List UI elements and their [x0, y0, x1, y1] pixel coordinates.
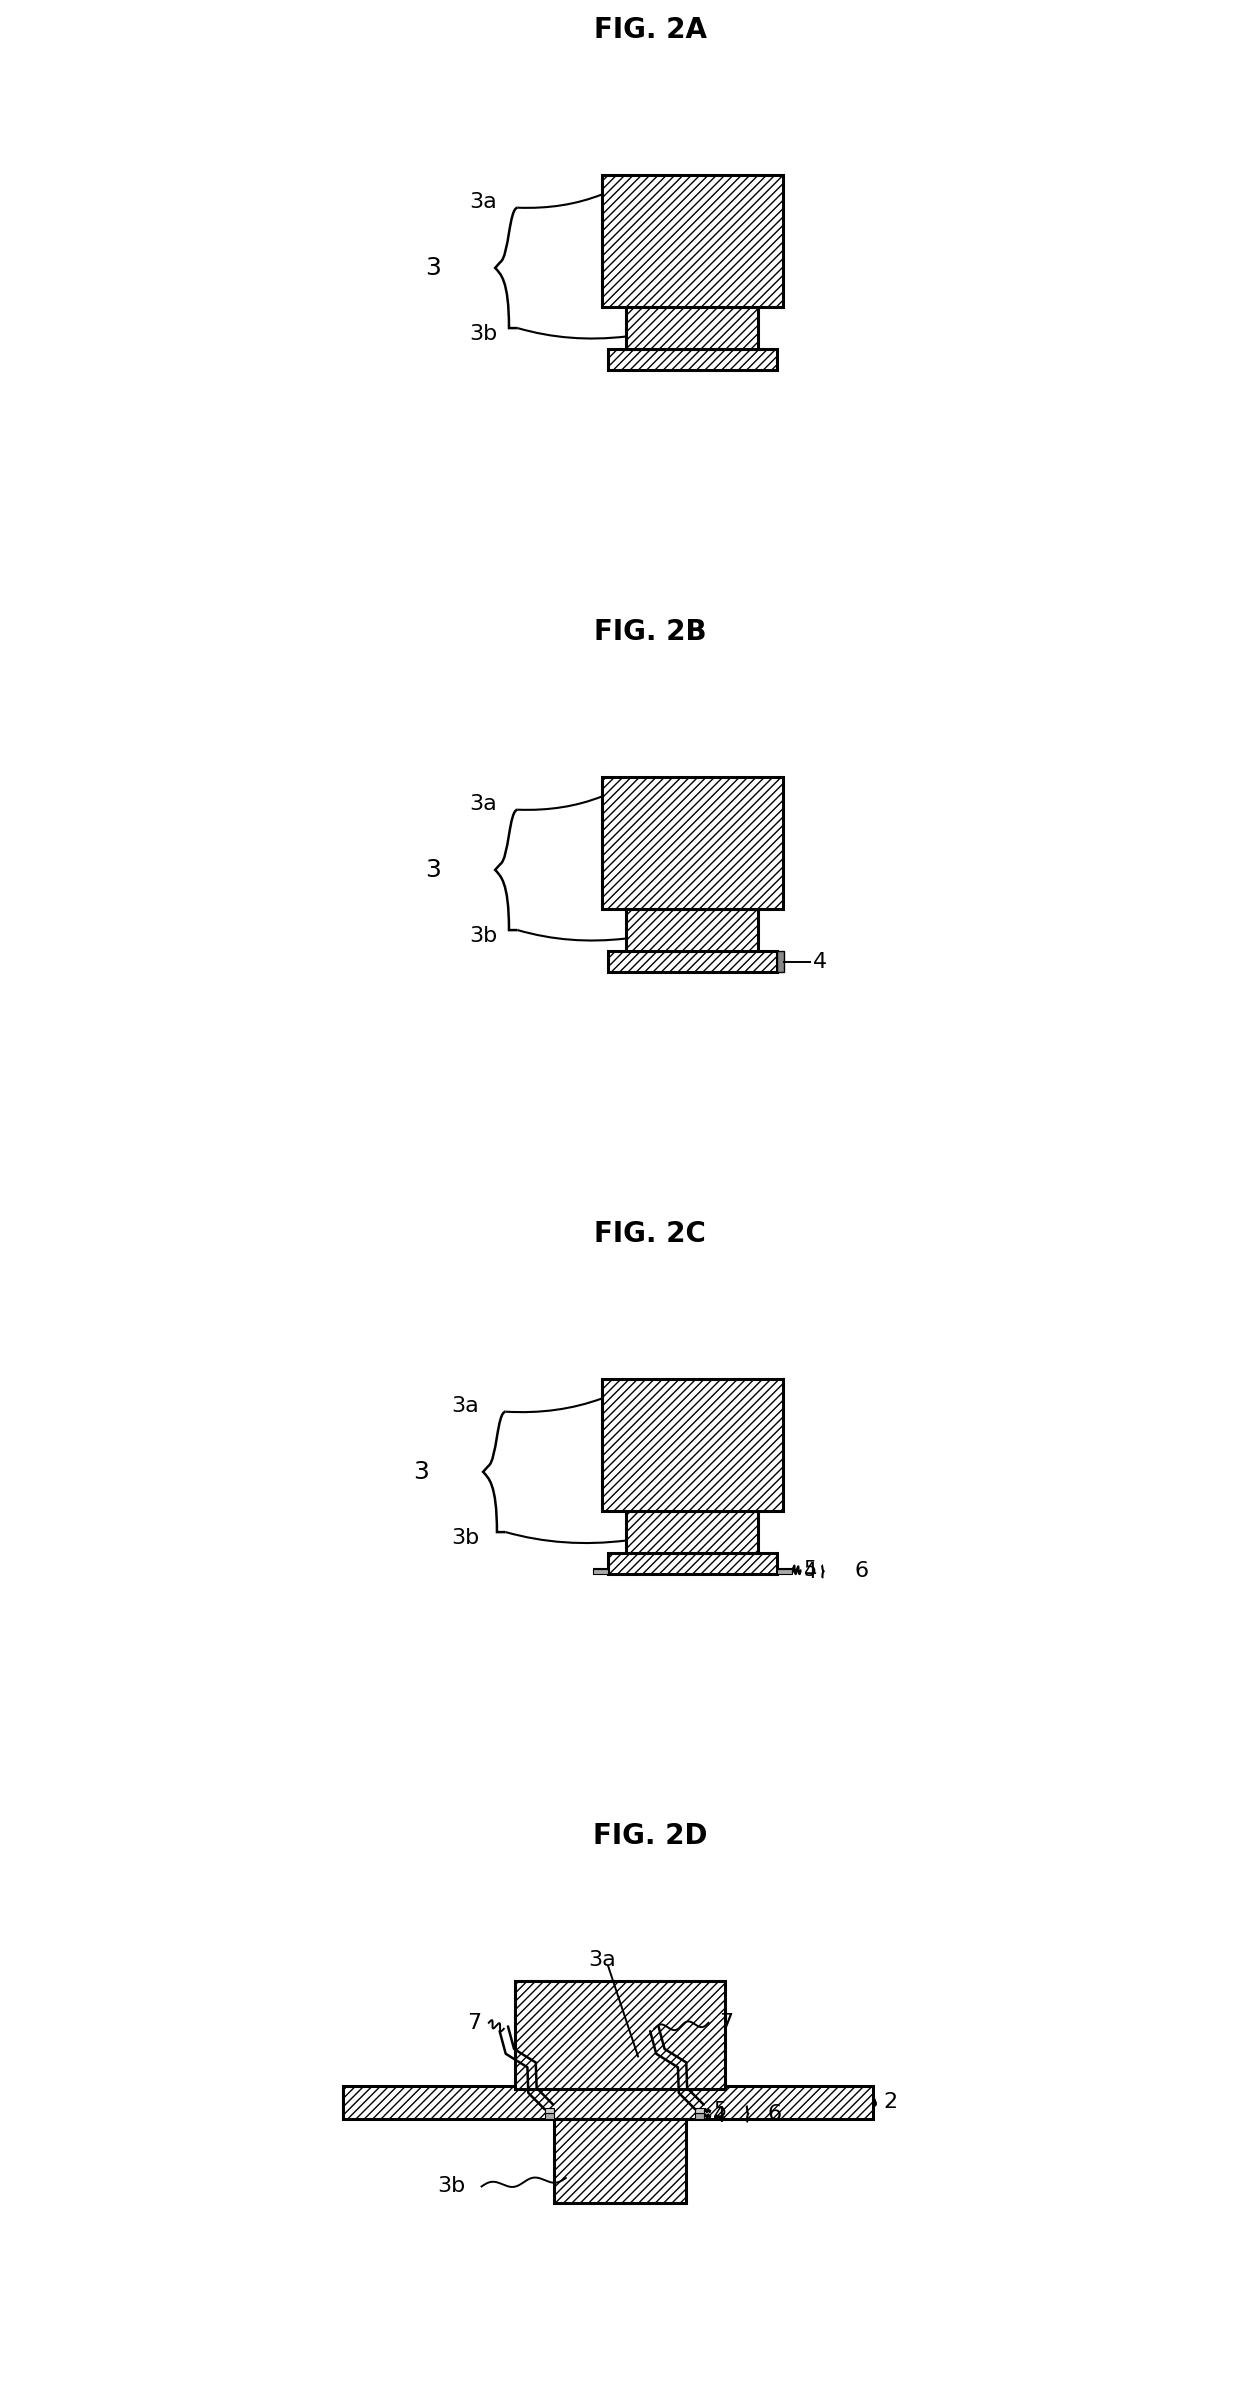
Bar	[626, 306, 759, 349]
Text: 3: 3	[413, 1459, 429, 1483]
Text: 3a: 3a	[588, 1950, 616, 1970]
Bar	[544, 2114, 554, 2119]
Text: 5: 5	[713, 2100, 727, 2121]
Bar	[593, 1570, 608, 1575]
Bar	[343, 2085, 873, 2119]
Text: 7: 7	[719, 2013, 734, 2032]
Text: 4: 4	[713, 2107, 727, 2126]
Bar	[515, 1979, 725, 2088]
Bar	[554, 2119, 686, 2203]
Bar	[608, 1553, 776, 1575]
Text: 3b: 3b	[470, 325, 497, 344]
Text: FIG. 2A: FIG. 2A	[594, 17, 707, 43]
Text: 6: 6	[768, 2105, 781, 2124]
Text: 3a: 3a	[470, 193, 497, 212]
Bar	[626, 908, 759, 951]
Text: 3: 3	[425, 255, 441, 279]
Bar	[776, 951, 784, 973]
Text: 3b: 3b	[438, 2177, 465, 2196]
Text: 3b: 3b	[470, 927, 497, 946]
Text: 7: 7	[466, 2013, 481, 2032]
Bar	[626, 1512, 759, 1553]
Bar	[696, 2109, 704, 2114]
Text: 4: 4	[812, 951, 827, 973]
Text: FIG. 2D: FIG. 2D	[593, 1823, 707, 1849]
Bar	[776, 1570, 791, 1575]
Bar	[601, 1377, 782, 1512]
Text: 3b: 3b	[451, 1529, 480, 1548]
Bar	[696, 2114, 704, 2119]
Text: 5: 5	[804, 1560, 817, 1580]
Text: FIG. 2C: FIG. 2C	[594, 1221, 706, 1247]
Text: 6: 6	[854, 1560, 869, 1582]
Bar	[601, 173, 782, 306]
Bar	[608, 349, 776, 371]
Text: 4: 4	[804, 1563, 817, 1582]
Bar	[601, 775, 782, 908]
Bar	[608, 951, 776, 973]
Text: 3: 3	[425, 857, 441, 881]
Text: 2: 2	[884, 2093, 898, 2112]
Text: FIG. 2B: FIG. 2B	[594, 619, 707, 645]
Bar	[544, 2109, 554, 2114]
Text: 3a: 3a	[451, 1397, 479, 1416]
Text: 3a: 3a	[470, 795, 497, 814]
